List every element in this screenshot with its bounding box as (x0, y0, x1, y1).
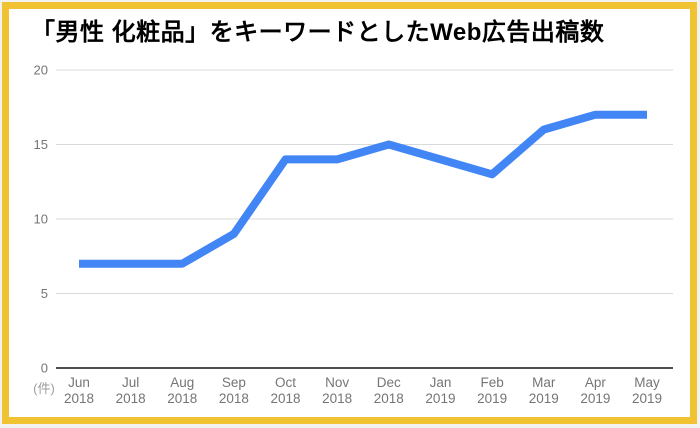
x-axis-month-label: Nov (325, 375, 349, 390)
x-axis-year-label: 2018 (374, 391, 404, 406)
x-axis-month-label: Apr (585, 375, 607, 390)
x-axis-year-label: 2019 (580, 391, 610, 406)
x-axis-month-label: Mar (532, 375, 556, 390)
x-axis-month-label: Jan (430, 375, 452, 390)
x-axis-month-label: Sep (222, 375, 246, 390)
x-axis-year-label: 2019 (477, 391, 507, 406)
x-axis-month-label: Feb (480, 375, 503, 390)
x-axis-year-label: 2019 (529, 391, 559, 406)
x-axis-year-label: 2018 (64, 391, 94, 406)
x-axis-year-label: 2018 (167, 391, 197, 406)
x-axis-year-label: 2018 (219, 391, 249, 406)
data-series-line (79, 110, 647, 268)
y-axis-tick-label: 0 (41, 361, 48, 376)
x-axis-month-label: May (634, 375, 660, 390)
line-chart: 05101520Jun2018Jul2018Aug2018Sep2018Oct2… (33, 63, 673, 406)
x-axis-month-label: Oct (275, 375, 296, 390)
x-axis-year-label: 2018 (322, 391, 352, 406)
x-axis-month-label: Jun (68, 375, 90, 390)
chart-card: 「男性 化粧品」をキーワードとしたWeb広告出稿数 0 5 10 15 20 Jun 201… (2, 2, 697, 424)
x-axis-year-label: 2019 (425, 391, 455, 406)
x-axis-year-label: 2018 (271, 391, 301, 406)
y-axis-tick-label: 5 (41, 286, 48, 301)
x-axis-month-label: Dec (377, 375, 401, 390)
chart-title: 「男性 化粧品」をキーワードとしたWeb広告出稿数 (31, 19, 605, 46)
x-axis-year-label: 2019 (632, 391, 662, 406)
y-axis-tick-label: 15 (34, 137, 48, 152)
chart-card-inner: 「男性 化粧品」をキーワードとしたWeb広告出稿数 0 5 10 15 20 Jun 201… (9, 9, 690, 417)
x-axis-month-label: Jul (122, 375, 139, 390)
y-axis-tick-label: 20 (34, 63, 48, 78)
y-axis-tick-label: 10 (34, 212, 48, 227)
y-axis-unit-label: (件) (33, 381, 55, 396)
x-axis-month-label: Aug (170, 375, 194, 390)
x-axis-year-label: 2018 (116, 391, 146, 406)
